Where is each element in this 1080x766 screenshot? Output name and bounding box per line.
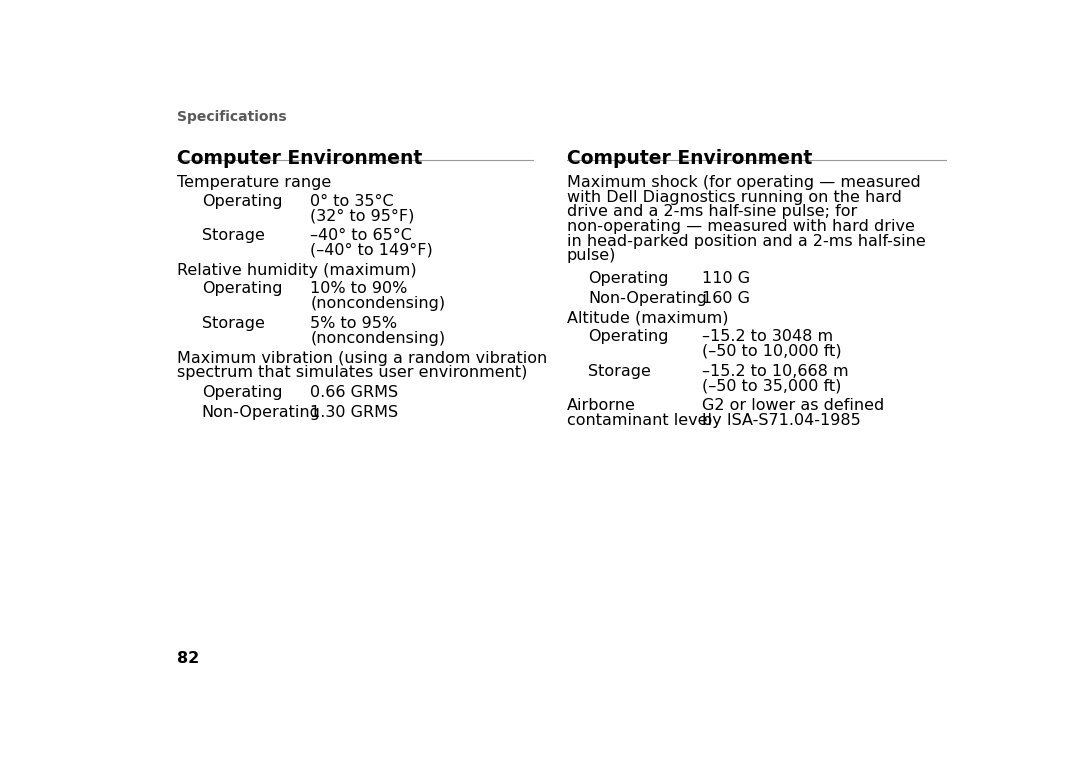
Text: 5% to 95%: 5% to 95%	[310, 316, 397, 331]
Text: Computer Environment: Computer Environment	[177, 149, 422, 168]
Text: (–50 to 10,000 ft): (–50 to 10,000 ft)	[702, 344, 842, 358]
Text: Storage: Storage	[202, 316, 265, 331]
Text: (32° to 95°F): (32° to 95°F)	[310, 208, 415, 223]
Text: pulse): pulse)	[567, 248, 616, 264]
Text: –15.2 to 10,668 m: –15.2 to 10,668 m	[702, 364, 849, 378]
Text: Relative humidity (maximum): Relative humidity (maximum)	[177, 263, 417, 278]
Text: Computer Environment: Computer Environment	[567, 149, 812, 168]
Text: Operating: Operating	[589, 329, 669, 344]
Text: non-operating — measured with hard drive: non-operating — measured with hard drive	[567, 219, 915, 234]
Text: Specifications: Specifications	[177, 110, 286, 124]
Text: 0° to 35°C: 0° to 35°C	[310, 194, 394, 208]
Text: spectrum that simulates user environment): spectrum that simulates user environment…	[177, 365, 527, 380]
Text: Non-Operating: Non-Operating	[589, 290, 707, 306]
Text: 0.66 GRMS: 0.66 GRMS	[310, 385, 399, 401]
Text: (noncondensing): (noncondensing)	[310, 331, 445, 345]
Text: Non-Operating: Non-Operating	[202, 405, 321, 421]
Text: 10% to 90%: 10% to 90%	[310, 281, 407, 296]
Text: (–50 to 35,000 ft): (–50 to 35,000 ft)	[702, 378, 841, 394]
Text: Operating: Operating	[202, 194, 282, 208]
Text: with Dell Diagnostics running on the hard: with Dell Diagnostics running on the har…	[567, 190, 902, 205]
Text: in head-parked position and a 2-ms half-sine: in head-parked position and a 2-ms half-…	[567, 234, 926, 249]
Text: –40° to 65°C: –40° to 65°C	[310, 228, 413, 244]
Text: Maximum shock (for operating — measured: Maximum shock (for operating — measured	[567, 175, 920, 190]
Text: 110 G: 110 G	[702, 270, 751, 286]
Text: Operating: Operating	[202, 385, 282, 401]
Text: drive and a 2-ms half-sine pulse; for: drive and a 2-ms half-sine pulse; for	[567, 205, 856, 219]
Text: 1.30 GRMS: 1.30 GRMS	[310, 405, 399, 421]
Text: contaminant level: contaminant level	[567, 413, 712, 428]
Text: by ISA-S71.04-1985: by ISA-S71.04-1985	[702, 413, 861, 428]
Text: Operating: Operating	[589, 270, 669, 286]
Text: –15.2 to 3048 m: –15.2 to 3048 m	[702, 329, 834, 344]
Text: Storage: Storage	[202, 228, 265, 244]
Text: (noncondensing): (noncondensing)	[310, 296, 445, 311]
Text: Operating: Operating	[202, 281, 282, 296]
Text: (–40° to 149°F): (–40° to 149°F)	[310, 243, 433, 258]
Text: G2 or lower as defined: G2 or lower as defined	[702, 398, 885, 414]
Text: Temperature range: Temperature range	[177, 175, 332, 190]
Text: Storage: Storage	[589, 364, 651, 378]
Text: 82: 82	[177, 651, 199, 666]
Text: Altitude (maximum): Altitude (maximum)	[567, 310, 728, 326]
Text: 160 G: 160 G	[702, 290, 751, 306]
Text: Maximum vibration (using a random vibration: Maximum vibration (using a random vibrat…	[177, 351, 548, 365]
Text: Airborne: Airborne	[567, 398, 635, 414]
